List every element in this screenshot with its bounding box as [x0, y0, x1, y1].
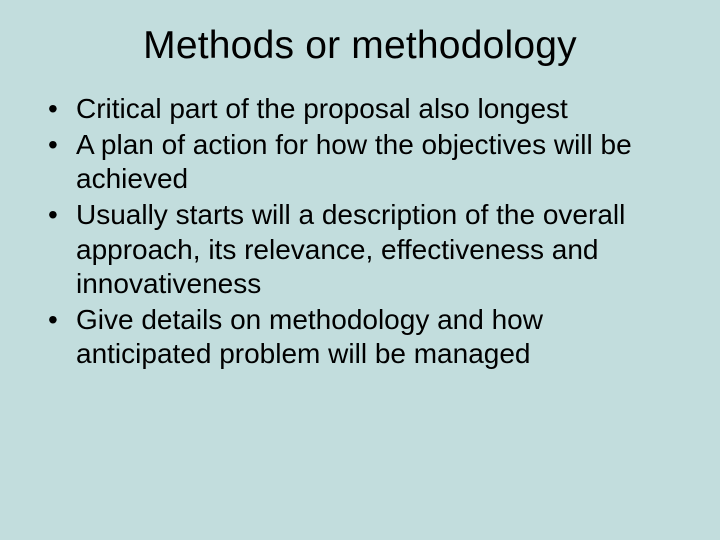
slide-title: Methods or methodology [40, 24, 680, 68]
bullet-list: Critical part of the proposal also longe… [40, 92, 680, 371]
list-item: A plan of action for how the objectives … [46, 128, 670, 196]
list-item: Usually starts will a description of the… [46, 198, 670, 300]
list-item: Critical part of the proposal also longe… [46, 92, 670, 126]
list-item: Give details on methodology and how anti… [46, 303, 670, 371]
slide: Methods or methodology Critical part of … [0, 0, 720, 540]
